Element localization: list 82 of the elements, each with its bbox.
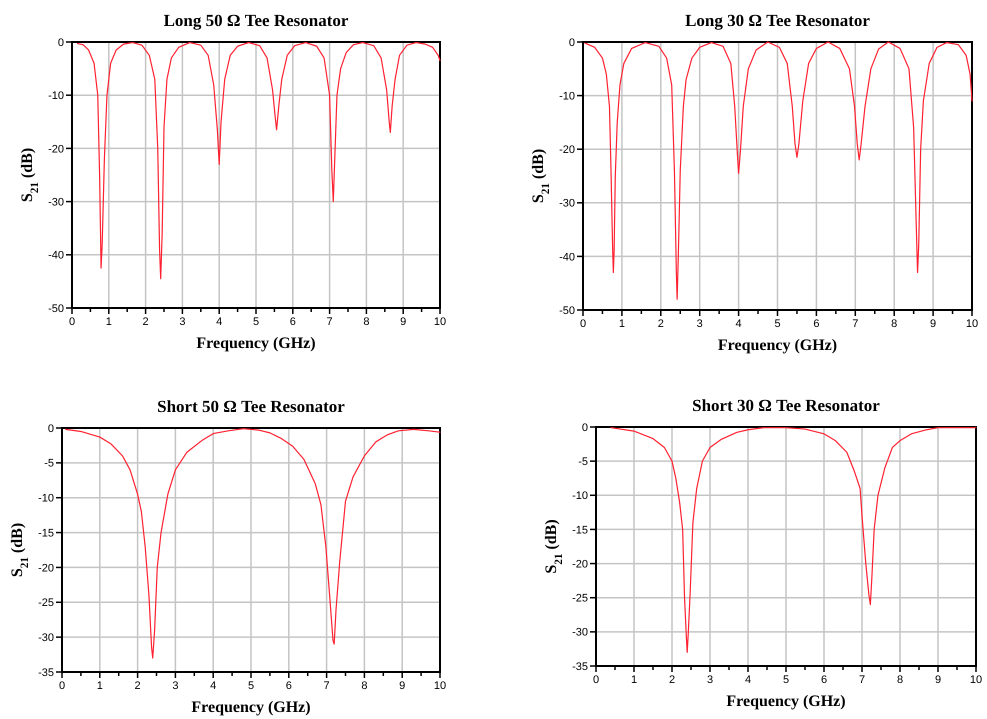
line-series [65,428,441,659]
y-tick-label: -30 [572,626,588,639]
y-tick-label: -40 [48,250,64,262]
x-tick-label: 7 [326,316,333,328]
y-tick-label: -20 [559,144,575,156]
x-tick-label: 9 [399,680,406,692]
x-tick-label: 3 [696,318,703,330]
y-tick-label: -50 [48,302,64,315]
x-tick-label: 6 [286,680,292,692]
x-tick-label: 1 [106,316,112,328]
x-tick-label: 2 [658,318,664,330]
x-tick-label: 2 [142,316,149,328]
x-tick-label: 8 [891,318,898,330]
y-tick-label: 0 [568,36,575,49]
x-tick-label: 9 [930,318,936,330]
y-tick-label: 0 [48,422,54,435]
y-tick-label: -25 [38,597,54,610]
y-tick-label: -30 [48,196,64,208]
x-tick-label: 5 [248,680,254,692]
line-series [584,41,973,300]
x-tick-label: 0 [68,316,76,328]
chart-title: Long 50 Ω Tee Resonator [164,11,349,30]
x-tick-label: 5 [252,316,260,328]
x-tick-label: 8 [896,674,904,686]
y-tick-label: -50 [559,304,575,317]
x-tick-label: 8 [363,316,370,328]
y-tick-label: -35 [38,666,54,679]
x-tick-label: 6 [820,674,828,686]
x-tick-label: 1 [96,680,103,692]
line-series [76,42,441,280]
x-tick-label: 5 [774,318,781,330]
x-tick-label: 1 [618,318,625,330]
y-tick-label: -25 [572,592,588,605]
y-tick-label: -20 [572,558,588,570]
x-tick-label: 5 [782,674,790,686]
y-tick-label: 0 [58,36,64,49]
x-tick-label: 4 [744,674,752,686]
x-tick-label: 8 [361,680,368,692]
x-tick-label: 4 [210,680,216,692]
y-tick-label: -15 [572,524,588,536]
x-tick-label: 4 [736,318,742,330]
x-tick-label: 2 [134,680,141,692]
y-tick-label: -10 [559,90,575,102]
x-tick-label: 3 [706,674,714,686]
x-tick-label: 10 [966,318,978,330]
x-tick-label: 3 [179,316,186,328]
x-tick-label: 3 [172,680,178,692]
y-tick-label: -5 [44,458,54,470]
x-axis-title: Frequency (GHz) [191,699,311,716]
x-tick-label: 9 [934,674,942,686]
y-tick-label: -5 [578,456,588,468]
x-tick-label: 6 [290,316,296,328]
y-tick-label: -10 [38,492,54,505]
chart-title: Short 30 Ω Tee Resonator [692,396,880,415]
x-tick-label: 9 [400,316,406,328]
line-series [610,427,977,653]
chart-title: Long 30 Ω Tee Resonator [685,11,870,30]
x-tick-label: 7 [858,674,866,686]
x-tick-label: 10 [970,674,982,686]
x-tick-label: 7 [324,680,330,692]
x-tick-label: 1 [630,674,638,686]
y-tick-label: -35 [572,660,588,673]
x-axis-title: Frequency (GHz) [196,335,316,352]
x-tick-label: 4 [216,316,222,328]
y-tick-label: -10 [48,90,64,102]
x-tick-label: 2 [668,674,676,686]
y-tick-label: -30 [38,632,54,644]
y-tick-label: -20 [48,143,64,156]
x-tick-label: 6 [813,318,820,330]
y-tick-label: 0 [582,422,588,434]
y-tick-label: -40 [559,251,575,264]
x-tick-label: 0 [592,674,600,686]
chart-title: Short 50 Ω Tee Resonator [157,397,346,416]
y-tick-label: -10 [572,490,588,502]
x-tick-label: 10 [434,680,446,692]
y-tick-label: -20 [38,562,54,574]
y-tick-label: -30 [559,198,575,210]
x-tick-label: 7 [852,318,858,330]
x-axis-title: Frequency (GHz) [718,337,838,354]
x-tick-label: 10 [434,316,446,328]
x-axis-title: Frequency (GHz) [726,693,846,710]
y-tick-label: -15 [38,527,54,540]
